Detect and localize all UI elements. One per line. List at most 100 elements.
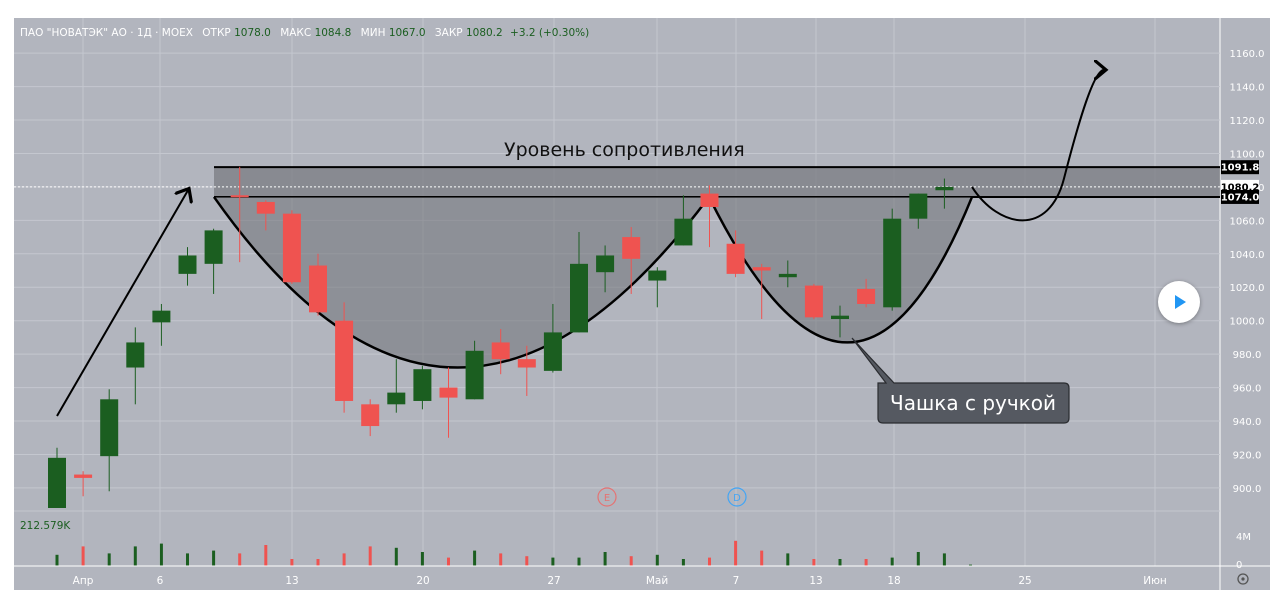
- candle-body: [413, 369, 432, 401]
- volume-bar: [447, 557, 450, 566]
- volume-bar: [499, 553, 503, 566]
- price-tick-label: 940.0: [1233, 417, 1262, 428]
- chart-container[interactable]: 900.0 920.0 940.0 960.0 980.0 1000.0 1020.0 104…: [14, 18, 1270, 590]
- price-badge: [1221, 189, 1259, 204]
- volume-bar: [812, 559, 816, 566]
- price-tick-label: 1140.0: [1230, 83, 1265, 94]
- settings-icon[interactable]: [1237, 573, 1249, 585]
- volume-bar: [708, 557, 711, 566]
- candle-body: [883, 218, 902, 308]
- replay-play-button[interactable]: [1158, 281, 1200, 323]
- time-tick-label: 18: [887, 575, 900, 587]
- close-value: 1080.2: [466, 27, 503, 39]
- price-chart[interactable]: 900.0 920.0 940.0 960.0 980.0 1000.0 1020.0 104…: [14, 18, 1270, 590]
- price-tick-label: 1040.0: [1230, 250, 1265, 261]
- candle-body: [100, 399, 119, 457]
- price-tick-label: 920.0: [1233, 450, 1262, 461]
- candle-body: [648, 270, 667, 281]
- dividend-marker-label: D: [733, 493, 741, 504]
- volume-bar: [159, 543, 163, 566]
- volume-bar: [525, 556, 529, 566]
- price-tick-label: 1160.0: [1230, 49, 1265, 60]
- candle-body: [517, 359, 536, 368]
- resistance-label: Уровень сопротивления: [504, 139, 745, 161]
- cup-outline: [212, 196, 711, 369]
- volume-bar: [577, 557, 581, 566]
- price-badge-label: 1080.2: [1221, 182, 1260, 193]
- candle-body: [543, 332, 562, 371]
- volume-bar: [838, 559, 842, 566]
- volume-series: [55, 540, 972, 566]
- time-tick-label: 13: [809, 575, 822, 587]
- volume-bar: [681, 559, 685, 566]
- time-tick-label: Май: [646, 575, 668, 587]
- volume-bar: [107, 553, 111, 566]
- volume-bar: [655, 554, 659, 566]
- handle-outline: [707, 196, 974, 344]
- play-icon: [1175, 295, 1186, 309]
- time-axis: Апр 6 13 20 27 Май 7 13 18 25 Июн: [14, 565, 1270, 587]
- chart-background: [14, 18, 1220, 590]
- candle-body: [570, 263, 588, 333]
- earnings-marker[interactable]: E: [597, 487, 617, 507]
- volume-bar: [786, 553, 790, 566]
- candle-body: [74, 474, 93, 478]
- volume-tick-label: 4M: [1236, 532, 1251, 543]
- close-label: ЗАКР: [435, 27, 463, 39]
- candle-body: [48, 457, 66, 508]
- handle-fill: [709, 196, 972, 343]
- volume-bar: [969, 564, 972, 566]
- candle-body: [674, 218, 693, 246]
- volume-bar: [264, 545, 268, 566]
- price-badge-label: 1091.8: [1221, 163, 1260, 174]
- candle-body: [857, 288, 876, 304]
- price-tick-label: 1020.0: [1230, 283, 1265, 294]
- volume-bar: [186, 553, 189, 566]
- price-tick-label: 1100.0: [1230, 149, 1265, 160]
- candle-body: [491, 342, 510, 360]
- volume-bar: [55, 554, 59, 566]
- price-tick-label: 1060.0: [1230, 216, 1265, 227]
- open-label: ОТКР: [202, 27, 230, 39]
- high-value: 1084.8: [315, 27, 352, 39]
- candle-body: [726, 243, 745, 274]
- candle-body: [752, 267, 771, 271]
- trend-drawings: [56, 70, 1104, 417]
- time-tick-label: 27: [547, 575, 560, 587]
- price-tick-label: 980.0: [1233, 350, 1262, 361]
- volume-bar: [238, 553, 242, 566]
- high-label: МАКС: [280, 27, 311, 39]
- candle-body: [230, 195, 249, 198]
- volume-bar: [916, 552, 920, 566]
- low-value: 1067.0: [389, 27, 426, 39]
- candle-body: [465, 350, 484, 400]
- volume-bar: [942, 553, 946, 566]
- candle-body: [831, 315, 849, 320]
- candle-body: [309, 265, 327, 313]
- symbol-name: ПАО "НОВАТЭК" АО · 1Д · MOEX: [20, 27, 193, 39]
- change-value: +3.2 (+0.30%): [510, 27, 589, 39]
- dividend-marker[interactable]: D: [727, 487, 747, 507]
- candle-body: [361, 404, 380, 427]
- price-tick-label: 1120.0: [1230, 116, 1265, 127]
- candle-body: [282, 213, 301, 283]
- candle-body: [778, 273, 797, 278]
- price-badge: [1221, 160, 1259, 175]
- volume-bar: [864, 559, 868, 566]
- volume-bar: [603, 552, 607, 566]
- open-value: 1078.0: [234, 27, 271, 39]
- volume-bar: [629, 556, 633, 566]
- candle-body: [256, 201, 275, 214]
- time-tick-label: 25: [1018, 575, 1031, 587]
- volume-bar: [368, 546, 372, 566]
- resistance-zone: [14, 166, 1220, 198]
- time-tick-label: 20: [416, 575, 429, 587]
- candle-body: [622, 237, 641, 259]
- volume-bar: [551, 557, 555, 566]
- earnings-marker-label: E: [604, 493, 610, 504]
- volume-bar: [290, 559, 294, 566]
- candlestick-series: [48, 166, 954, 508]
- candle-body: [335, 320, 354, 401]
- volume-bar: [342, 553, 346, 566]
- volume-bar: [212, 550, 216, 566]
